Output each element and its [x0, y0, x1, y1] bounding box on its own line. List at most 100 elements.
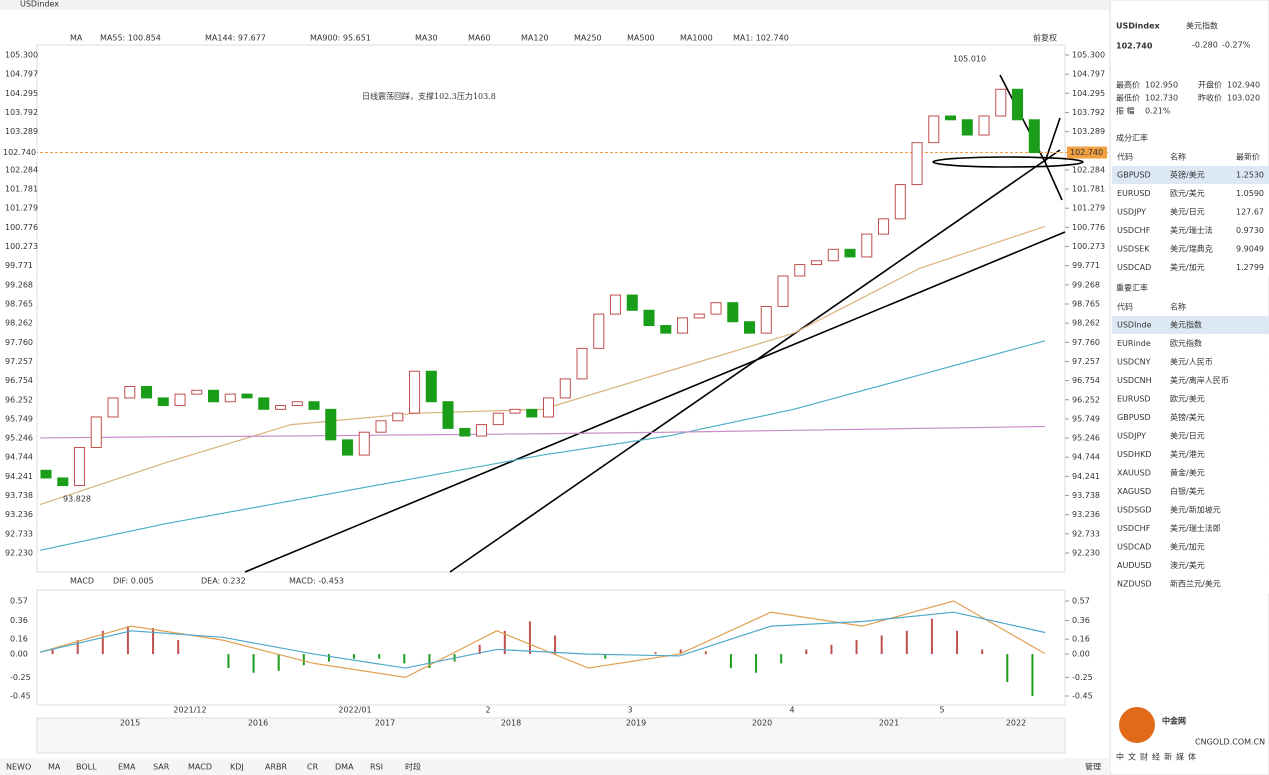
cell: XAUUSD	[1117, 469, 1151, 478]
candle	[559, 378, 571, 399]
indicator-tab[interactable]: EMA	[118, 763, 136, 772]
row[interactable]	[1112, 519, 1269, 538]
indicator-tab[interactable]: SAR	[153, 763, 170, 772]
cell: EURinde	[1117, 339, 1151, 348]
y-tick-label: 92.230	[5, 549, 33, 558]
ma-value: MA60	[468, 34, 491, 43]
row[interactable]	[1112, 482, 1269, 501]
nav-year: 2016	[248, 719, 268, 728]
y-tick-label: 101.781	[5, 185, 38, 194]
candle	[208, 389, 220, 403]
candle	[358, 431, 370, 456]
candle	[961, 119, 973, 136]
indicator-tab[interactable]: ARBR	[265, 763, 288, 772]
current-price: 102.740	[3, 148, 36, 157]
macd-line	[39, 611, 1046, 669]
macd-tick-label: -0.45	[1072, 692, 1093, 701]
y-tick-label: 104.797	[1072, 70, 1105, 79]
candle	[1028, 119, 1040, 154]
cell: 黄金/美元	[1170, 468, 1205, 478]
cell: GBPUSD	[1117, 413, 1151, 422]
ma-value: MA55: 100.854	[100, 34, 161, 43]
y-tick-label: 97.760	[5, 338, 33, 347]
stat-label: 最低价	[1116, 93, 1140, 103]
indicator-tab[interactable]: DMA	[335, 763, 354, 772]
indicator-tab[interactable]: MACD	[188, 763, 212, 772]
cell: 1.2530	[1236, 171, 1264, 180]
row[interactable]	[1112, 575, 1269, 593]
cell: 美元/瑞典克	[1170, 244, 1213, 254]
y-tick-label: 102.284	[1072, 165, 1105, 174]
candle	[543, 397, 555, 418]
y-tick-label: 96.754	[1072, 376, 1100, 385]
y-tick-label: 105.300	[5, 51, 38, 60]
navigator[interactable]	[36, 717, 1066, 754]
indicator-tab[interactable]: RSI	[370, 763, 383, 772]
current-price-box	[0, 146, 37, 159]
row[interactable]	[1112, 258, 1269, 277]
macd-frame	[36, 589, 1066, 706]
ma-value: MA1000	[680, 34, 713, 43]
row[interactable]	[1112, 501, 1269, 519]
row[interactable]	[1112, 408, 1269, 427]
candle	[727, 302, 739, 323]
row[interactable]	[1112, 240, 1269, 258]
row[interactable]	[1112, 334, 1269, 353]
y-tick-label: 93.236	[1072, 510, 1100, 519]
indicator-tab[interactable]: MA	[48, 763, 61, 772]
row[interactable]	[1112, 353, 1269, 371]
candle	[107, 397, 119, 418]
cell: USDInde	[1117, 321, 1152, 330]
current-price-box	[1067, 146, 1107, 159]
y-tick-label: 92.733	[1072, 529, 1100, 538]
cell: USDHKD	[1117, 450, 1152, 459]
candle	[660, 325, 672, 334]
manage[interactable]: 管理	[1085, 762, 1101, 772]
candle	[409, 370, 421, 414]
cell: 欧元/美元	[1170, 188, 1205, 198]
candle	[760, 305, 772, 334]
macd-tick-label: -0.25	[10, 673, 31, 682]
row[interactable]	[1112, 316, 1269, 334]
row[interactable]	[1112, 556, 1269, 575]
url: CNGOLD.COM.CN	[1195, 738, 1265, 747]
candle	[476, 424, 488, 437]
row[interactable]	[1112, 184, 1269, 203]
indicator-tab[interactable]: 时段	[405, 762, 421, 772]
col-header: 名称	[1170, 302, 1186, 312]
y-tick-label: 99.268	[5, 280, 33, 289]
indicator-tab[interactable]: KDJ	[230, 763, 244, 772]
row[interactable]	[1112, 166, 1269, 184]
row[interactable]	[1112, 371, 1269, 390]
y-tick-label: 93.738	[5, 491, 33, 500]
candle	[375, 420, 387, 433]
cell: USDCNY	[1117, 358, 1151, 367]
row[interactable]	[1112, 390, 1269, 408]
candle	[325, 408, 337, 441]
row[interactable]	[1112, 538, 1269, 556]
row[interactable]	[1112, 445, 1269, 464]
cell: USDCAD	[1117, 543, 1151, 552]
row[interactable]	[1112, 221, 1269, 240]
candle	[693, 313, 705, 319]
x-tick-label: 2022/01	[338, 706, 371, 715]
y-tick-label: 98.765	[5, 300, 33, 309]
slogan: 中文财经新媒体	[1116, 752, 1200, 762]
indicator-tab[interactable]: BOLL	[76, 763, 97, 772]
candle	[928, 115, 940, 144]
indicator-tab[interactable]: CR	[307, 763, 319, 772]
y-tick-label: 97.760	[1072, 338, 1100, 347]
row[interactable]	[1112, 203, 1269, 221]
x-tick-label: 4	[789, 706, 794, 715]
y-tick-label: 99.268	[1072, 280, 1100, 289]
macd-tick-label: -0.45	[10, 692, 31, 701]
adjust[interactable]: 前复权	[1033, 33, 1057, 43]
indicator-tab[interactable]: NEWO	[6, 763, 31, 772]
ma-value: MA1: 102.740	[733, 34, 789, 43]
col-header: 最新价	[1236, 152, 1260, 162]
row[interactable]	[1112, 464, 1269, 482]
row[interactable]	[1112, 427, 1269, 445]
nav-year: 2022	[1006, 719, 1026, 728]
ma-line	[39, 225, 1046, 506]
